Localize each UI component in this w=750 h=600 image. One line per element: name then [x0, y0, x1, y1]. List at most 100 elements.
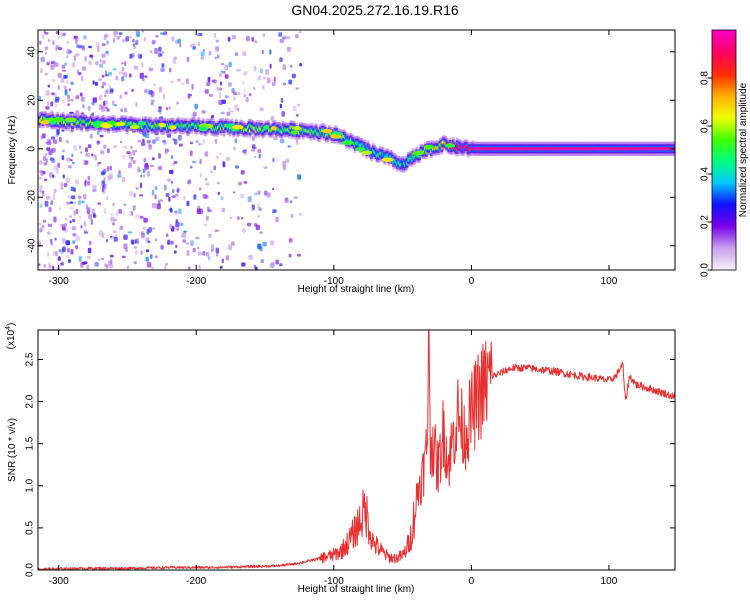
heatmap-speckle [269, 63, 272, 69]
heatmap-speckle [60, 32, 63, 38]
heatmap-speckle [204, 223, 208, 227]
heatmap-speckle [238, 181, 242, 186]
heatmap-speckle [60, 182, 64, 188]
heatmap-speckle [170, 80, 174, 84]
heatmap-speckle [113, 31, 118, 36]
colorbar-cell [712, 188, 736, 191]
colorbar-cell [712, 184, 736, 187]
heatmap-speckle [96, 42, 100, 48]
heatmap-speckle [39, 187, 42, 193]
colorbar-cell [712, 120, 736, 123]
heatmap-speckle [55, 168, 59, 174]
heatmap-speckle [139, 72, 144, 79]
heatmap-speckle [221, 258, 224, 264]
colorbar-cell [712, 210, 736, 213]
colorbar-cell [712, 80, 736, 83]
heatmap-speckle [204, 151, 209, 157]
heatmap-speckle [143, 174, 146, 178]
heatmap-speckle [54, 104, 57, 108]
colorbar-cell [712, 60, 736, 63]
heatmap-speckle [86, 256, 91, 259]
heatmap-speckle [57, 72, 62, 78]
heatmap-speckle [55, 133, 59, 137]
heatmap-speckle [51, 79, 56, 82]
heatmap-speckle [62, 32, 66, 37]
heatmap-speckle [124, 61, 127, 67]
heatmap-speckle [126, 265, 130, 269]
heatmap-speckle [46, 101, 49, 107]
heatmap-speckle [106, 108, 110, 112]
heatmap-speckle [190, 141, 193, 145]
snr-x-tick-label: 100 [601, 576, 618, 587]
heatmap-speckle [90, 219, 93, 225]
heatmap-ridge-blob [129, 124, 140, 130]
heatmap-speckle [139, 215, 143, 219]
heatmap-speckle [58, 207, 62, 210]
heatmap-speckle [231, 89, 236, 93]
heatmap-speckle [240, 170, 245, 175]
heatmap-speckle [289, 200, 293, 204]
heatmap-speckle [158, 199, 163, 202]
heatmap-speckle [125, 36, 130, 42]
heatmap-speckle [242, 51, 247, 56]
colorbar-cell [712, 246, 736, 249]
heatmap-speckle [160, 244, 164, 250]
heatmap-speckle [174, 211, 178, 214]
heatmap-speckle [180, 222, 184, 226]
colorbar-cell [712, 70, 736, 73]
heatmap-speckle [111, 100, 115, 105]
heatmap-speckle [102, 181, 105, 188]
heatmap-speckle [152, 227, 156, 230]
heatmap-speckle [144, 165, 149, 170]
heatmap-speckle [88, 213, 93, 220]
heatmap-speckle [198, 264, 201, 268]
heatmap-speckle [189, 165, 193, 169]
heatmap-speckle [218, 87, 223, 91]
heatmap-speckle [151, 266, 155, 270]
heatmap-speckle [251, 204, 255, 211]
heatmap-speckle [157, 166, 163, 171]
heatmap-speckle [228, 62, 232, 68]
heatmap-speckle [133, 65, 138, 70]
heatmap-speckle [46, 195, 51, 200]
heatmap-speckle [61, 129, 65, 132]
heatmap-speckle [243, 71, 248, 76]
colorbar-cell [712, 192, 736, 195]
heatmap-speckle [62, 174, 65, 179]
heatmap-speckle [123, 234, 128, 240]
heatmap-speckle [272, 82, 276, 87]
colorbar-cell [712, 86, 736, 89]
heatmap-speckle [63, 223, 68, 228]
heatmap-speckle [44, 31, 49, 35]
heatmap-speckle [215, 46, 220, 52]
heatmap-speckle [74, 38, 79, 42]
heatmap-speckle [107, 175, 112, 181]
heatmap-speckle [104, 33, 109, 38]
heatmap-speckle [286, 46, 291, 52]
heatmap-speckle [289, 65, 293, 68]
heatmap-speckle [77, 200, 82, 205]
heatmap-speckle [66, 157, 71, 162]
heatmap-speckle [72, 240, 76, 244]
heatmap-speckle [130, 239, 135, 245]
heatmap-speckle [246, 36, 250, 42]
heatmap-speckle [270, 262, 275, 268]
heatmap-speckle [292, 105, 297, 112]
colorbar-cell [712, 74, 736, 77]
snr-x-tick-label: -200 [186, 576, 206, 587]
heatmap-speckle [211, 244, 215, 251]
heatmap-speckle [195, 236, 200, 240]
heatmap-speckle [78, 256, 82, 262]
heatmap-speckle [95, 61, 99, 66]
heatmap-speckle [124, 107, 128, 113]
heatmap-speckle [115, 212, 118, 217]
heatmap-speckle [100, 180, 104, 186]
heatmap-y-tick-label: -40 [27, 238, 38, 253]
heatmap-speckle [219, 265, 223, 269]
heatmap-speckle [83, 35, 87, 40]
heatmap-speckle [83, 229, 87, 232]
heatmap-speckle [191, 83, 194, 90]
colorbar-cell [712, 114, 736, 117]
heatmap-speckle [148, 226, 152, 233]
snr-x-axis: -300 -200 -100 0 100 [49, 330, 618, 587]
